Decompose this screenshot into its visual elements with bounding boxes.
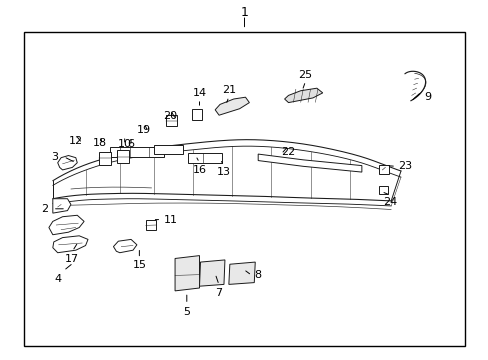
Text: 19: 19 <box>137 125 151 135</box>
Polygon shape <box>58 156 77 170</box>
Text: 14: 14 <box>192 88 206 98</box>
Text: 18: 18 <box>93 138 107 148</box>
Text: 20: 20 <box>163 111 177 121</box>
Text: 17: 17 <box>65 254 79 264</box>
Text: 4: 4 <box>54 274 61 284</box>
Polygon shape <box>113 239 137 253</box>
Text: 5: 5 <box>183 307 190 317</box>
Text: 3: 3 <box>52 152 59 162</box>
Text: 9: 9 <box>424 92 430 102</box>
Text: 15: 15 <box>132 260 146 270</box>
Text: 11: 11 <box>163 215 178 225</box>
FancyBboxPatch shape <box>378 186 387 194</box>
Polygon shape <box>258 154 361 172</box>
Text: 6: 6 <box>127 139 134 149</box>
Text: 16: 16 <box>192 165 206 175</box>
FancyBboxPatch shape <box>378 165 388 174</box>
Polygon shape <box>215 97 249 115</box>
FancyBboxPatch shape <box>145 220 156 230</box>
FancyBboxPatch shape <box>188 153 222 163</box>
Polygon shape <box>53 199 71 213</box>
Polygon shape <box>284 88 322 103</box>
FancyBboxPatch shape <box>154 145 183 154</box>
Polygon shape <box>175 256 199 291</box>
FancyBboxPatch shape <box>191 109 202 120</box>
Bar <box>99 152 111 165</box>
Text: 10: 10 <box>118 139 131 149</box>
Polygon shape <box>228 262 255 284</box>
Text: 13: 13 <box>217 167 230 177</box>
Text: 8: 8 <box>254 270 261 280</box>
FancyBboxPatch shape <box>110 147 163 157</box>
Text: 12: 12 <box>69 136 82 146</box>
Bar <box>24 32 464 346</box>
FancyBboxPatch shape <box>166 115 177 126</box>
Polygon shape <box>199 260 224 286</box>
Text: 7: 7 <box>215 288 222 298</box>
Polygon shape <box>53 236 88 253</box>
Text: 2: 2 <box>41 204 48 214</box>
Text: 21: 21 <box>222 85 235 95</box>
Text: 25: 25 <box>298 70 312 80</box>
Text: 23: 23 <box>398 161 412 171</box>
Text: 22: 22 <box>281 147 295 157</box>
Bar <box>117 150 129 163</box>
Text: 1: 1 <box>240 6 248 19</box>
Text: 24: 24 <box>382 197 397 207</box>
Polygon shape <box>49 215 84 235</box>
